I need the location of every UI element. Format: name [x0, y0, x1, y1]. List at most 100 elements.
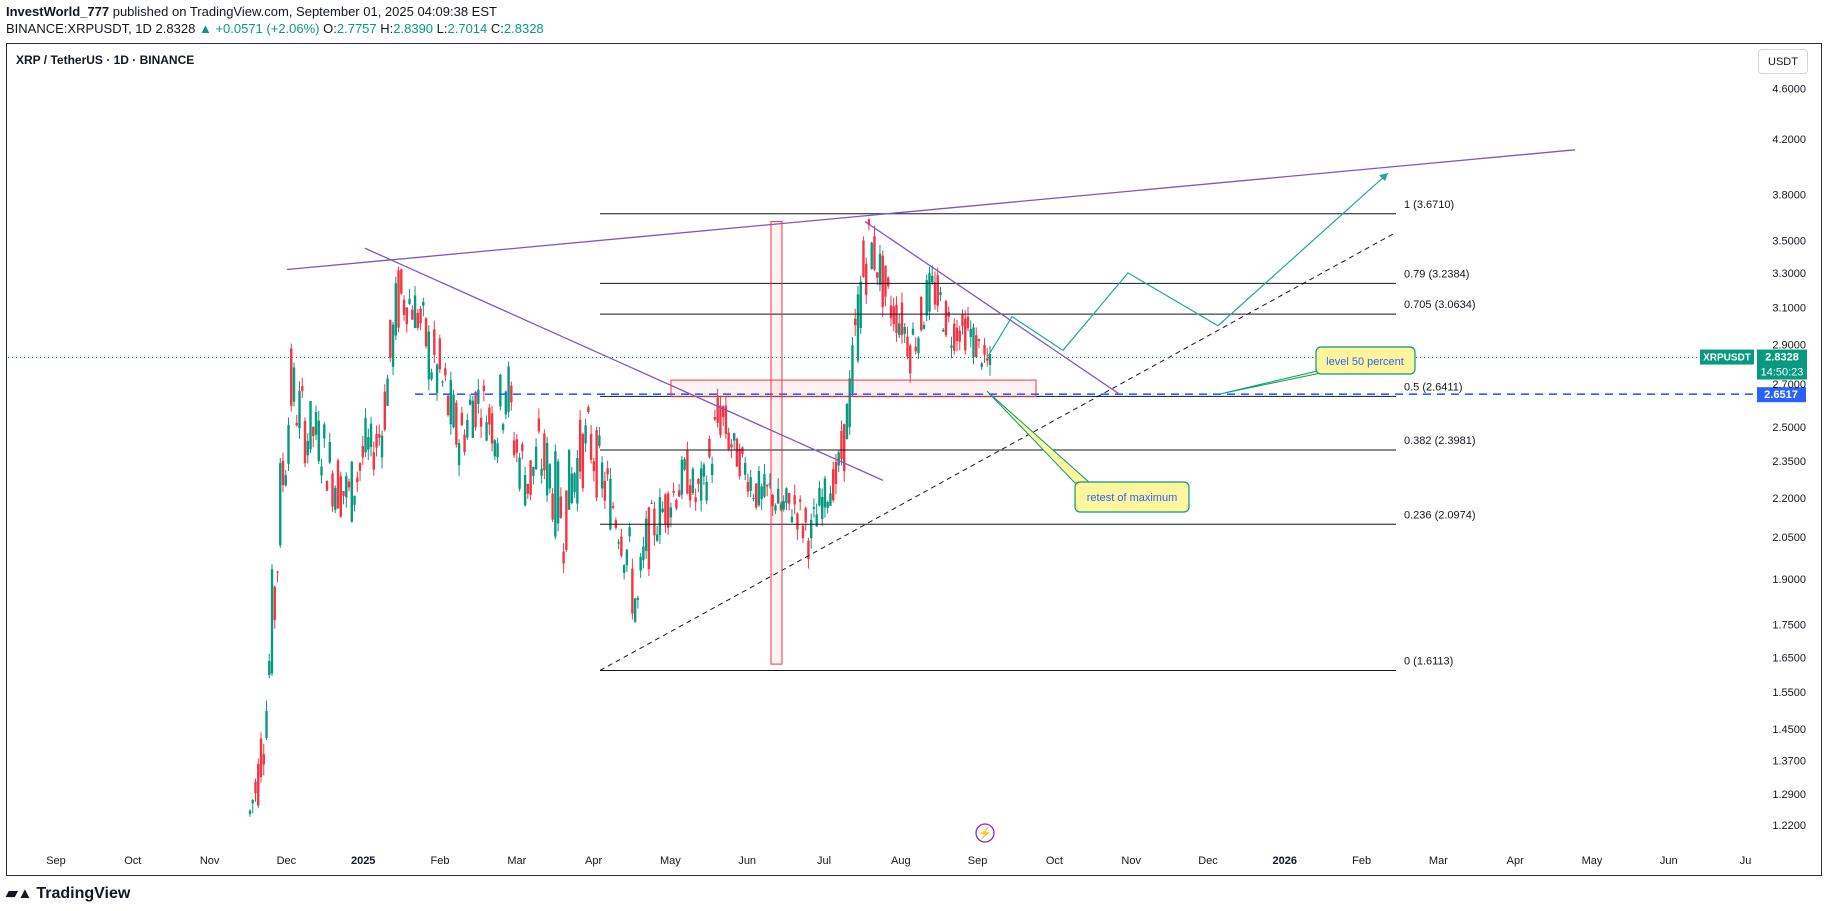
- price-tick-label: 2.5000: [1772, 422, 1806, 434]
- candle-body: [622, 565, 626, 573]
- callout-retest-box: [1074, 481, 1190, 513]
- candle-body: [953, 323, 956, 351]
- time-tick-label: Apr: [1507, 855, 1524, 867]
- up-arrow-icon: ▲: [198, 21, 212, 36]
- last-price: 2.8328: [155, 21, 196, 36]
- candle-body: [312, 427, 315, 437]
- candle-body: [903, 326, 906, 334]
- candle-body: [554, 451, 557, 537]
- candle-body: [545, 442, 549, 496]
- candle-body: [584, 425, 587, 444]
- candle-body: [831, 469, 835, 501]
- candle-body: [254, 781, 257, 794]
- lightning-icon: ⚡: [978, 827, 992, 840]
- publisher-line: InvestWorld_777 published on TradingView…: [6, 4, 497, 19]
- candle-body: [713, 417, 717, 420]
- candle-body: [419, 308, 422, 324]
- candle-body: [702, 464, 706, 477]
- candle-body: [609, 478, 612, 530]
- candle-body: [301, 386, 304, 391]
- candle-body: [441, 381, 444, 383]
- candle-body: [840, 430, 843, 460]
- candle-body: [826, 502, 829, 508]
- candle-body: [977, 338, 981, 342]
- candle-body: [325, 481, 329, 491]
- upper-resistance-trendline: [286, 149, 1576, 271]
- fib-trend-dashed-line: [599, 231, 1397, 671]
- candle-body: [790, 516, 794, 522]
- published-text: published on TradingView.com, September …: [112, 4, 497, 19]
- candle-body: [361, 445, 364, 458]
- price-tick-label: 1.2200: [1772, 820, 1806, 832]
- candle-body: [986, 358, 989, 361]
- candle-body: [496, 443, 499, 458]
- candle-body: [490, 413, 494, 444]
- candle-body: [474, 391, 477, 428]
- candle-body: [787, 493, 791, 504]
- price-change: +0.0571 (+2.06%): [215, 21, 320, 36]
- drawing-overlays: level 50 percent retest of maximum XRPUSDT…: [8, 149, 1807, 843]
- fib-level-label: 1 (3.6710): [1404, 199, 1454, 211]
- candle-body: [876, 272, 879, 278]
- candle-body: [617, 542, 620, 544]
- candle-body: [279, 463, 282, 546]
- author-name[interactable]: InvestWorld_777: [6, 4, 110, 19]
- candle-body: [917, 337, 920, 354]
- time-tick-label: Aug: [891, 855, 911, 867]
- candle-body: [666, 493, 670, 528]
- time-tick-label: Sep: [46, 855, 66, 867]
- candle-body: [964, 318, 967, 351]
- candle-body: [980, 363, 983, 367]
- time-tick-label: 2026: [1273, 855, 1297, 867]
- candle-body: [364, 418, 367, 453]
- candle-body: [834, 461, 838, 485]
- candle-body: [658, 497, 662, 535]
- candle-body: [765, 484, 769, 487]
- candle-body: [661, 508, 664, 513]
- time-tick-label: Nov: [200, 855, 220, 867]
- candle-body: [259, 738, 263, 778]
- candle-body: [732, 433, 736, 441]
- candle-body: [529, 460, 532, 495]
- time-tick-label: Nov: [1121, 855, 1141, 867]
- currency-button[interactable]: USDT: [1758, 49, 1808, 74]
- candle-body: [570, 473, 574, 504]
- candle-body: [565, 490, 568, 550]
- candle-body: [892, 306, 895, 325]
- candle-body: [515, 439, 519, 453]
- candle-body: [452, 394, 455, 428]
- candle-body: [380, 435, 384, 458]
- symbol-line: BINANCE:XRPUSDT, 1D: [6, 21, 152, 36]
- candle-body: [730, 444, 733, 448]
- candle-body: [878, 253, 882, 285]
- chart-symbol-title: XRP / TetherUS · 1D · BINANCE: [16, 53, 195, 67]
- candle-body: [972, 327, 975, 358]
- time-tick-label: May: [660, 855, 681, 867]
- candle-body: [455, 402, 458, 445]
- candle-body: [573, 473, 576, 493]
- candle-body: [727, 432, 730, 450]
- candle-body: [292, 367, 296, 402]
- candle-body: [633, 598, 637, 622]
- candle-body: [367, 437, 370, 450]
- candle-body: [375, 433, 378, 448]
- candle-body: [433, 329, 436, 356]
- candle-body: [389, 319, 392, 358]
- candle-body: [397, 270, 400, 328]
- candle-body: [741, 447, 744, 455]
- candle-body: [779, 504, 783, 510]
- candle-body: [966, 316, 970, 329]
- candle-body: [851, 345, 854, 393]
- candle-body: [287, 424, 290, 464]
- candle-body: [430, 372, 433, 380]
- descending-trendline: [364, 247, 884, 481]
- price-tick-label: 3.1000: [1772, 303, 1806, 315]
- candle-body: [925, 280, 928, 316]
- candle-body: [887, 277, 890, 287]
- candle-body: [460, 412, 464, 426]
- candle-body: [600, 462, 604, 489]
- candle-body: [479, 417, 483, 427]
- candle-body: [763, 474, 766, 497]
- fib-level-label: 0.236 (2.0974): [1404, 509, 1476, 521]
